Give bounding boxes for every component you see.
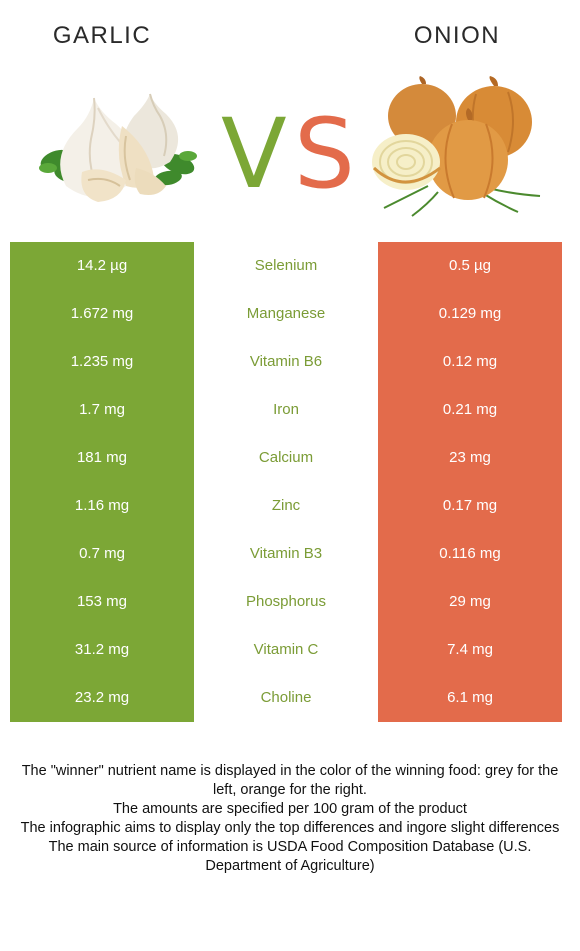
vs-letter-v: V (221, 98, 287, 210)
left-value: 0.7 mg (79, 545, 125, 562)
left-food-column: 14.2 µg 1.672 mg 1.235 mg 1.7 mg 181 mg … (10, 242, 194, 722)
right-value: 23 mg (449, 449, 491, 466)
left-value: 1.235 mg (70, 353, 134, 370)
left-value: 1.672 mg (70, 305, 134, 322)
right-value: 0.17 mg (442, 497, 498, 514)
onion-image (372, 76, 541, 217)
right-food-title: ONION (413, 22, 501, 49)
right-value: 0.21 mg (442, 401, 498, 418)
nutrient-name: Manganese (246, 305, 326, 322)
nutrient-name: Phosphorus (245, 593, 327, 610)
left-value: 1.7 mg (79, 401, 125, 418)
right-value: 0.129 mg (438, 305, 502, 322)
right-value: 0.12 mg (442, 353, 498, 370)
nutrient-name: Iron (273, 401, 299, 418)
left-value: 14.2 µg (76, 257, 128, 274)
left-value: 153 mg (76, 593, 128, 610)
right-value: 6.1 mg (447, 689, 493, 706)
left-value: 31.2 mg (74, 641, 130, 658)
right-food-column: 0.5 µg 0.129 mg 0.12 mg 0.21 mg 23 mg 0.… (378, 242, 562, 722)
vs-letter-s: S (294, 98, 355, 210)
right-value: 29 mg (449, 593, 491, 610)
footnote: The infographic aims to display only the… (20, 820, 560, 836)
nutrient-name-column: Selenium Manganese Vitamin B6 Iron Calci… (194, 242, 378, 722)
footnote: The amounts are specified per 100 gram o… (113, 801, 467, 817)
left-food-title: GARLIC (52, 22, 152, 49)
right-value: 0.5 µg (448, 257, 491, 274)
left-value: 1.16 mg (74, 497, 130, 514)
left-value: 181 mg (76, 449, 128, 466)
footnotes: The "winner" nutrient name is displayed … (10, 762, 570, 876)
footnote: The "winner" nutrient name is displayed … (21, 763, 559, 798)
left-value: 23.2 mg (74, 689, 130, 706)
nutrient-name: Calcium (258, 449, 314, 466)
right-value: 0.116 mg (439, 545, 501, 562)
nutrient-name: Selenium (254, 257, 318, 274)
nutrient-name: Choline (260, 689, 312, 706)
nutrient-name: Vitamin C (253, 641, 319, 658)
nutrient-name: Zinc (271, 497, 301, 514)
nutrient-name: Vitamin B6 (249, 353, 323, 370)
nutrient-name: Vitamin B3 (249, 545, 323, 562)
right-value: 7.4 mg (447, 641, 493, 658)
garlic-image (39, 93, 197, 202)
footnote: The main source of information is USDA F… (48, 839, 532, 874)
